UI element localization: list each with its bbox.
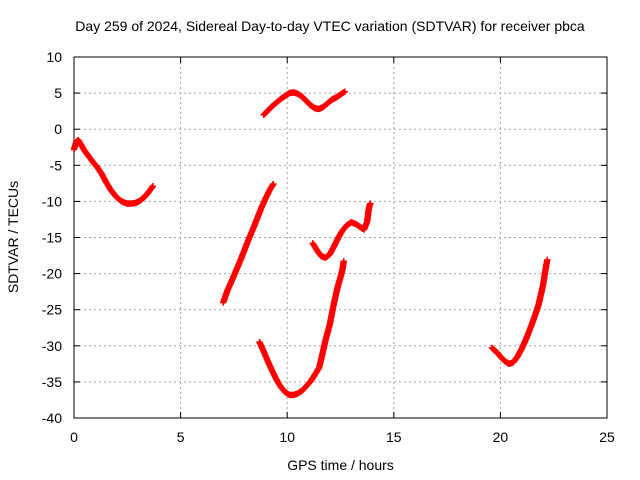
y-tick-label: -35	[42, 374, 62, 390]
y-tick-label: -30	[42, 338, 62, 354]
data-series-arc-1	[70, 136, 157, 207]
x-tick-label: 10	[279, 429, 295, 445]
x-tick-label: 0	[70, 429, 78, 445]
y-tick-label: -40	[42, 410, 62, 426]
axis-ticks: 0 5 10 15 20 25 10 5 0 -5 -10 -15 -20 -25 -30 -35 -40	[42, 49, 615, 445]
data-point	[149, 183, 157, 190]
x-tick-label: 15	[386, 429, 402, 445]
x-axis-label: GPS time / hours	[287, 457, 394, 473]
y-tick-label: -10	[42, 193, 62, 209]
data-series-arc-2	[220, 180, 277, 306]
x-tick-label: 5	[177, 429, 185, 445]
data-point	[367, 200, 374, 207]
x-tick-label: 20	[493, 429, 509, 445]
y-tick-label: 5	[54, 85, 62, 101]
data-point	[341, 88, 348, 95]
y-tick-label: -15	[42, 230, 62, 246]
chart-title: Day 259 of 2024, Sidereal Day-to-day VTE…	[75, 18, 585, 34]
y-tick-label: -5	[50, 157, 63, 173]
y-tick-label: -25	[42, 302, 62, 318]
y-tick-label: 10	[46, 49, 62, 65]
data-series-arc-6	[488, 256, 551, 368]
x-tick-label: 25	[599, 429, 615, 445]
y-tick-label: 0	[54, 121, 62, 137]
y-axis-label: SDTVAR / TECUs	[5, 180, 21, 294]
data-point	[270, 180, 277, 188]
data-series-arc-4	[256, 258, 347, 399]
y-tick-label: -20	[42, 266, 62, 282]
data-point	[544, 256, 551, 264]
data-point	[340, 258, 347, 265]
data-series-arc-5	[309, 200, 374, 261]
data-series-arc-3	[260, 88, 348, 118]
